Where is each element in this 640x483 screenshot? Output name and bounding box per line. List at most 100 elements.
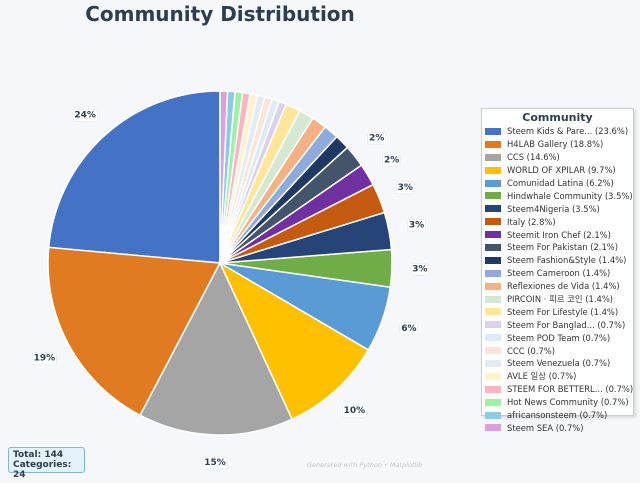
- legend-label: Steem For Pakistan (2.1%): [507, 242, 619, 253]
- label-background: [72, 108, 98, 122]
- legend-label: Italy (2.8%): [507, 216, 556, 227]
- slice-percent-label: 19%: [32, 352, 57, 365]
- slice-percent-label: 2%: [367, 132, 386, 145]
- legend-swatch: [485, 411, 501, 419]
- legend-label: africansonsteem (0.7%): [507, 410, 608, 421]
- legend-item: Reflexiones de Vida (1.4%): [482, 280, 633, 293]
- legend-label: Steem SEA (0.7%): [507, 422, 584, 433]
- slice-percent-text: 10%: [344, 406, 366, 416]
- legend-item: AVLE 일상 (0.7%): [482, 370, 633, 383]
- legend-item: Steem4Nigeria (3.5%): [482, 202, 633, 215]
- pie-slice: [219, 90, 229, 264]
- chart-title: Community Distribution: [85, 2, 355, 26]
- legend-swatch: [485, 334, 501, 342]
- label-background: [396, 181, 415, 195]
- total-count: Total: 144: [13, 450, 64, 460]
- legend-label: PIRCOIN · 피르 코인 (1.4%): [507, 294, 614, 305]
- legend-swatch: [485, 231, 501, 239]
- legend-label: AVLE 일상 (0.7%): [507, 371, 577, 382]
- legend-swatch: [485, 398, 501, 406]
- pie-slice: [47, 246, 222, 417]
- pie-slice: [47, 90, 221, 264]
- slice-percent-label: 24%: [72, 108, 98, 122]
- legend-item: Steemit Iron Chef (2.1%): [482, 228, 633, 241]
- label-background: [407, 219, 426, 232]
- slice-percent-text: 19%: [34, 354, 56, 364]
- legend-swatch: [485, 166, 501, 174]
- legend-item: CCC (0.7%): [482, 344, 633, 357]
- legend-item: Hindwhale Community (3.5%): [482, 189, 633, 202]
- legend-swatch: [485, 256, 501, 264]
- slice-percent-text: 24%: [74, 110, 96, 120]
- legend-label: Steem For Banglad... (0.7%): [507, 319, 626, 330]
- label-background: [399, 322, 419, 336]
- legend-swatch: [485, 179, 501, 187]
- legend-title: Community: [522, 111, 593, 124]
- legend-label: Steemit Iron Chef (2.1%): [507, 229, 611, 240]
- legend-swatch: [485, 295, 501, 303]
- label-background: [202, 456, 228, 470]
- legend-item: africansonsteem (0.7%): [482, 409, 633, 422]
- legend-item: Steem POD Team (0.7%): [482, 331, 633, 344]
- legend-item: Steem Cameroon (1.4%): [482, 267, 633, 280]
- pie-slices: [47, 90, 393, 436]
- legend-label: Steem Venezuela (0.7%): [507, 358, 611, 369]
- pie-labels: 24% 19% 15% 10% 6% 3% 3% 3% 2% 2%: [32, 108, 430, 470]
- legend-label: Hot News Community (0.7%): [507, 397, 629, 408]
- legend-swatch: [485, 282, 501, 290]
- legend-label: Reflexiones de Vida (1.4%): [507, 281, 620, 292]
- legend-label: Steem For Lifestyle (1.4%): [507, 306, 619, 317]
- legend-item: H4LAB Gallery (18.8%): [482, 138, 633, 151]
- legend-label: CCC (0.7%): [507, 345, 556, 356]
- legend-label: Steem POD Team (0.7%): [507, 332, 611, 343]
- legend-label: Steem Kids & Pare... (23.6%): [507, 126, 629, 137]
- legend-swatch: [485, 347, 501, 355]
- legend-swatch: [485, 269, 501, 277]
- legend-swatch: [485, 359, 501, 367]
- legend-items: Steem Kids & Pare... (23.6%) H4LAB Galler…: [482, 125, 633, 434]
- legend-swatch: [485, 321, 501, 329]
- slice-percent-text: 6%: [401, 324, 416, 334]
- categories-count: Categories: 24: [13, 460, 72, 480]
- legend-swatch: [485, 192, 501, 200]
- pie-slice: [139, 261, 294, 436]
- legend-swatch: [485, 140, 501, 148]
- legend-swatch: [485, 372, 501, 380]
- label-background: [32, 352, 57, 365]
- slice-percent-label: 3%: [407, 219, 426, 232]
- legend-swatch: [485, 385, 501, 393]
- slice-percent-text: 2%: [384, 155, 399, 165]
- legend-item: Steem Fashion&Style (1.4%): [482, 254, 633, 267]
- legend-item: Hot News Community (0.7%): [482, 396, 633, 409]
- legend-swatch: [485, 127, 501, 135]
- label-background: [410, 262, 430, 276]
- legend-item: STEEM FOR BETTERL... (0.7%): [482, 383, 633, 396]
- label-background: [367, 132, 386, 145]
- slice-percent-label: 3%: [396, 181, 415, 195]
- legend-swatch: [485, 243, 501, 251]
- slice-percent-label: 15%: [202, 456, 228, 470]
- slice-percent-text: 2%: [369, 134, 384, 144]
- legend-item: WORLD OF XPILAR (9.7%): [482, 164, 633, 177]
- slice-percent-text: 3%: [409, 221, 424, 231]
- stats-box: Total: 144 Categories: 24: [8, 447, 85, 480]
- legend-item: Steem SEA (0.7%): [482, 421, 633, 434]
- legend-item: Steem For Banglad... (0.7%): [482, 318, 633, 331]
- slice-percent-text: 3%: [412, 264, 427, 274]
- legend-label: H4LAB Gallery (18.8%): [507, 139, 604, 150]
- slice-percent-label: 6%: [399, 322, 419, 336]
- footer-credit: Generated with Python • Matplotlib: [307, 461, 423, 469]
- legend-item: Steem Kids & Pare... (23.6%): [482, 125, 633, 138]
- slice-percent-label: 10%: [342, 404, 367, 418]
- legend-label: Hindwhale Community (3.5%): [507, 190, 633, 201]
- legend-label: Steem4Nigeria (3.5%): [507, 203, 600, 214]
- pie-slice: [218, 261, 370, 421]
- legend-item: Italy (2.8%): [482, 215, 633, 228]
- legend-swatch: [485, 424, 501, 432]
- slice-percent-text: 15%: [204, 458, 226, 468]
- label-background: [382, 153, 401, 167]
- legend-item: CCS (14.6%): [482, 151, 633, 164]
- legend-label: Steem Cameroon (1.4%): [507, 268, 611, 279]
- legend-label: Steem Fashion&Style (1.4%): [507, 255, 627, 266]
